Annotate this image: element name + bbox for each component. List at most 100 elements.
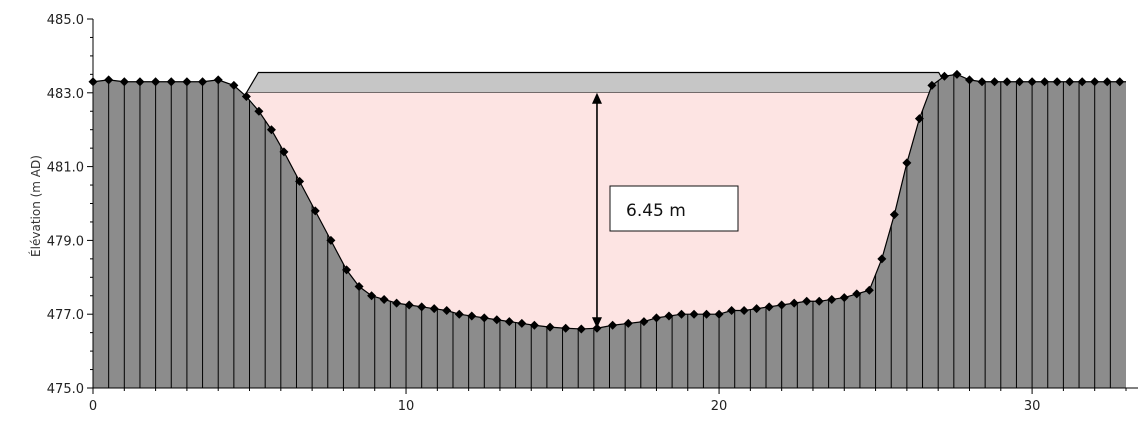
data-point: [119, 77, 129, 87]
depth-arrow-head-top: [591, 92, 602, 104]
data-point: [1102, 77, 1112, 87]
data-point: [529, 320, 539, 330]
data-point: [839, 293, 849, 303]
structure-fill: [245, 71, 952, 94]
data-point: [254, 106, 264, 116]
y-axis-title: Élévation (m AD): [28, 155, 43, 257]
data-point: [939, 71, 949, 81]
data-point: [639, 317, 649, 327]
y-tick-label: 481.0: [47, 161, 84, 176]
y-tick-label: 475.0: [47, 382, 84, 397]
data-point: [151, 77, 161, 87]
data-point: [504, 317, 514, 327]
data-point: [914, 114, 924, 124]
data-point: [1115, 77, 1125, 87]
y-axis-ticks: 475.0 477.0 479.0 481.0 483.0 485.0: [47, 13, 93, 397]
data-point: [889, 210, 899, 220]
x-tick-label: 20: [711, 399, 728, 414]
data-point: [651, 313, 661, 323]
data-point: [927, 80, 937, 90]
data-point: [1027, 77, 1037, 87]
data-point: [135, 77, 145, 87]
data-point: [964, 75, 974, 85]
data-point: [727, 306, 737, 316]
data-point: [752, 304, 762, 314]
data-point: [417, 302, 427, 312]
data-point: [814, 296, 824, 306]
data-point: [1052, 77, 1062, 87]
data-point: [266, 125, 276, 135]
x-tick-label: 0: [89, 399, 97, 414]
data-point: [429, 304, 439, 314]
y-tick-label: 477.0: [47, 308, 84, 323]
data-point: [354, 282, 364, 292]
data-point: [492, 315, 502, 325]
data-point: [241, 91, 251, 101]
data-point: [442, 306, 452, 316]
data-point: [902, 158, 912, 168]
data-point: [1015, 77, 1025, 87]
data-point: [295, 176, 305, 186]
data-point: [342, 265, 352, 275]
data-point: [229, 80, 239, 90]
data-point: [864, 285, 874, 295]
y-tick-label: 483.0: [47, 87, 84, 102]
data-point: [545, 322, 555, 332]
depth-annotation-text: 6.45 m: [626, 201, 686, 221]
depth-annotation-box: [609, 185, 739, 232]
depth-dimension: [591, 92, 602, 329]
data-point: [664, 311, 674, 321]
data-point: [310, 206, 320, 216]
data-point: [517, 318, 527, 328]
data-point: [326, 235, 336, 245]
data-point: [990, 77, 1000, 87]
data-point: [827, 294, 837, 304]
data-point: [104, 75, 114, 85]
data-point: [952, 69, 962, 79]
data-point: [454, 309, 464, 319]
data-point: [198, 77, 208, 87]
data-point: [213, 75, 223, 85]
data-point: [777, 300, 787, 310]
data-point: [852, 289, 862, 299]
water-area: [246, 76, 951, 329]
data-point: [802, 296, 812, 306]
axes: 475.0 477.0 479.0 481.0 483.0 485.0 0 10 20 30: [47, 13, 1138, 414]
y-tick-label: 479.0: [47, 234, 84, 249]
data-point: [392, 298, 402, 308]
data-point: [689, 309, 699, 319]
y-tick-label: 485.0: [47, 13, 84, 28]
data-point: [1065, 77, 1075, 87]
data-point: [404, 300, 414, 310]
data-point: [576, 324, 586, 334]
x-axis-ticks: 0 10 20 30: [89, 388, 1127, 414]
data-point: [714, 309, 724, 319]
ground-hatching: [108, 74, 1111, 388]
x-tick-label: 10: [398, 399, 415, 414]
data-point: [479, 313, 489, 323]
survey-points: [88, 69, 1125, 334]
ground-fill: [93, 74, 1126, 388]
data-point: [877, 254, 887, 264]
data-point: [676, 309, 686, 319]
data-point: [789, 298, 799, 308]
x-tick-label: 30: [1024, 399, 1041, 414]
data-point: [1090, 77, 1100, 87]
data-point: [623, 318, 633, 328]
data-point: [182, 77, 192, 87]
data-point: [279, 147, 289, 157]
data-point: [467, 311, 477, 321]
depth-arrow-head-bottom: [591, 317, 602, 329]
data-point: [702, 309, 712, 319]
data-point: [764, 302, 774, 312]
plot-area: 6.45 m: [88, 69, 1126, 388]
data-point: [977, 77, 987, 87]
depth-annotation: 6.45 m: [609, 185, 739, 232]
data-point: [367, 291, 377, 301]
data-point: [166, 77, 176, 87]
data-point: [1002, 77, 1012, 87]
data-point: [739, 306, 749, 316]
data-point: [561, 323, 571, 333]
data-point: [608, 320, 618, 330]
